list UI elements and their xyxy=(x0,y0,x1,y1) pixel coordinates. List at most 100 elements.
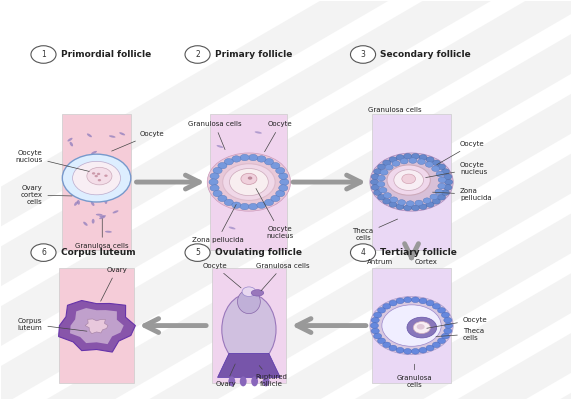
Circle shape xyxy=(249,154,258,161)
Text: Ovary: Ovary xyxy=(216,364,236,387)
Circle shape xyxy=(406,201,414,206)
Circle shape xyxy=(249,204,258,210)
Circle shape xyxy=(351,46,376,63)
Polygon shape xyxy=(58,300,136,352)
Circle shape xyxy=(435,189,443,195)
Circle shape xyxy=(438,183,446,189)
FancyBboxPatch shape xyxy=(59,268,134,383)
Ellipse shape xyxy=(91,151,97,154)
Ellipse shape xyxy=(229,226,236,229)
Ellipse shape xyxy=(263,376,269,386)
Circle shape xyxy=(31,46,56,63)
Text: Ruptured
follicle: Ruptured follicle xyxy=(256,366,288,387)
FancyBboxPatch shape xyxy=(372,268,451,383)
Circle shape xyxy=(438,338,446,344)
Circle shape xyxy=(438,177,446,183)
Circle shape xyxy=(280,179,289,185)
Circle shape xyxy=(374,169,382,174)
Text: Cortex: Cortex xyxy=(414,259,437,265)
Text: 5: 5 xyxy=(195,248,200,257)
Text: Oocyte: Oocyte xyxy=(112,131,164,151)
Circle shape xyxy=(413,322,430,334)
Ellipse shape xyxy=(105,199,108,204)
Ellipse shape xyxy=(251,290,264,296)
Circle shape xyxy=(442,312,450,318)
Circle shape xyxy=(62,154,131,202)
Circle shape xyxy=(279,185,288,191)
Polygon shape xyxy=(0,1,389,399)
Ellipse shape xyxy=(67,138,73,142)
Circle shape xyxy=(383,160,391,166)
Circle shape xyxy=(371,179,379,185)
Ellipse shape xyxy=(105,231,112,233)
Ellipse shape xyxy=(70,142,73,146)
Circle shape xyxy=(94,175,98,177)
Polygon shape xyxy=(355,1,572,399)
Ellipse shape xyxy=(222,294,276,366)
Circle shape xyxy=(378,338,386,344)
Ellipse shape xyxy=(251,376,258,386)
Text: Corpus luteum: Corpus luteum xyxy=(61,248,135,257)
Circle shape xyxy=(185,244,210,261)
Ellipse shape xyxy=(228,376,235,386)
Circle shape xyxy=(404,205,412,211)
Circle shape xyxy=(442,333,450,339)
Circle shape xyxy=(218,162,227,169)
Circle shape xyxy=(98,179,101,181)
Circle shape xyxy=(378,308,386,313)
Circle shape xyxy=(207,153,291,211)
Text: Oocyte: Oocyte xyxy=(202,263,241,288)
Circle shape xyxy=(407,317,436,338)
Ellipse shape xyxy=(119,132,125,135)
Text: 6: 6 xyxy=(41,248,46,257)
Circle shape xyxy=(370,153,453,211)
Circle shape xyxy=(383,193,391,198)
Text: 4: 4 xyxy=(360,248,366,257)
Text: Oocyte: Oocyte xyxy=(265,121,293,152)
Circle shape xyxy=(389,345,397,351)
Circle shape xyxy=(31,244,56,261)
Circle shape xyxy=(396,155,404,160)
Circle shape xyxy=(241,173,257,184)
Ellipse shape xyxy=(83,222,88,226)
Circle shape xyxy=(432,304,440,309)
Circle shape xyxy=(444,179,452,185)
Ellipse shape xyxy=(99,216,105,219)
Polygon shape xyxy=(252,1,572,399)
Ellipse shape xyxy=(77,200,80,205)
Text: Granulosa cells: Granulosa cells xyxy=(188,121,241,150)
Text: Oocyte
nucleus: Oocyte nucleus xyxy=(256,188,294,239)
Circle shape xyxy=(210,185,219,191)
Circle shape xyxy=(240,154,249,161)
Circle shape xyxy=(264,199,273,206)
Polygon shape xyxy=(0,1,491,399)
Circle shape xyxy=(432,342,440,348)
Circle shape xyxy=(411,297,419,302)
FancyBboxPatch shape xyxy=(212,268,286,383)
Circle shape xyxy=(276,167,285,174)
Circle shape xyxy=(411,348,419,354)
Text: Oocyte: Oocyte xyxy=(437,141,484,165)
Circle shape xyxy=(210,173,219,179)
Circle shape xyxy=(444,323,452,328)
Text: Zona pellucida: Zona pellucida xyxy=(192,204,244,243)
Text: Granulosa cells: Granulosa cells xyxy=(76,219,129,249)
Circle shape xyxy=(423,198,431,204)
Circle shape xyxy=(229,168,268,196)
Ellipse shape xyxy=(217,145,223,148)
Circle shape xyxy=(444,317,452,323)
Circle shape xyxy=(411,154,419,159)
Text: Secondary follicle: Secondary follicle xyxy=(380,50,471,59)
Circle shape xyxy=(426,345,434,351)
Text: Theca
cells: Theca cells xyxy=(436,328,484,340)
Ellipse shape xyxy=(219,169,226,172)
Polygon shape xyxy=(46,1,572,399)
Circle shape xyxy=(380,170,388,175)
Circle shape xyxy=(213,167,222,174)
Circle shape xyxy=(396,298,404,304)
Circle shape xyxy=(419,155,427,160)
Circle shape xyxy=(224,158,233,165)
Circle shape xyxy=(371,185,379,190)
Circle shape xyxy=(416,324,424,330)
Circle shape xyxy=(257,156,266,162)
